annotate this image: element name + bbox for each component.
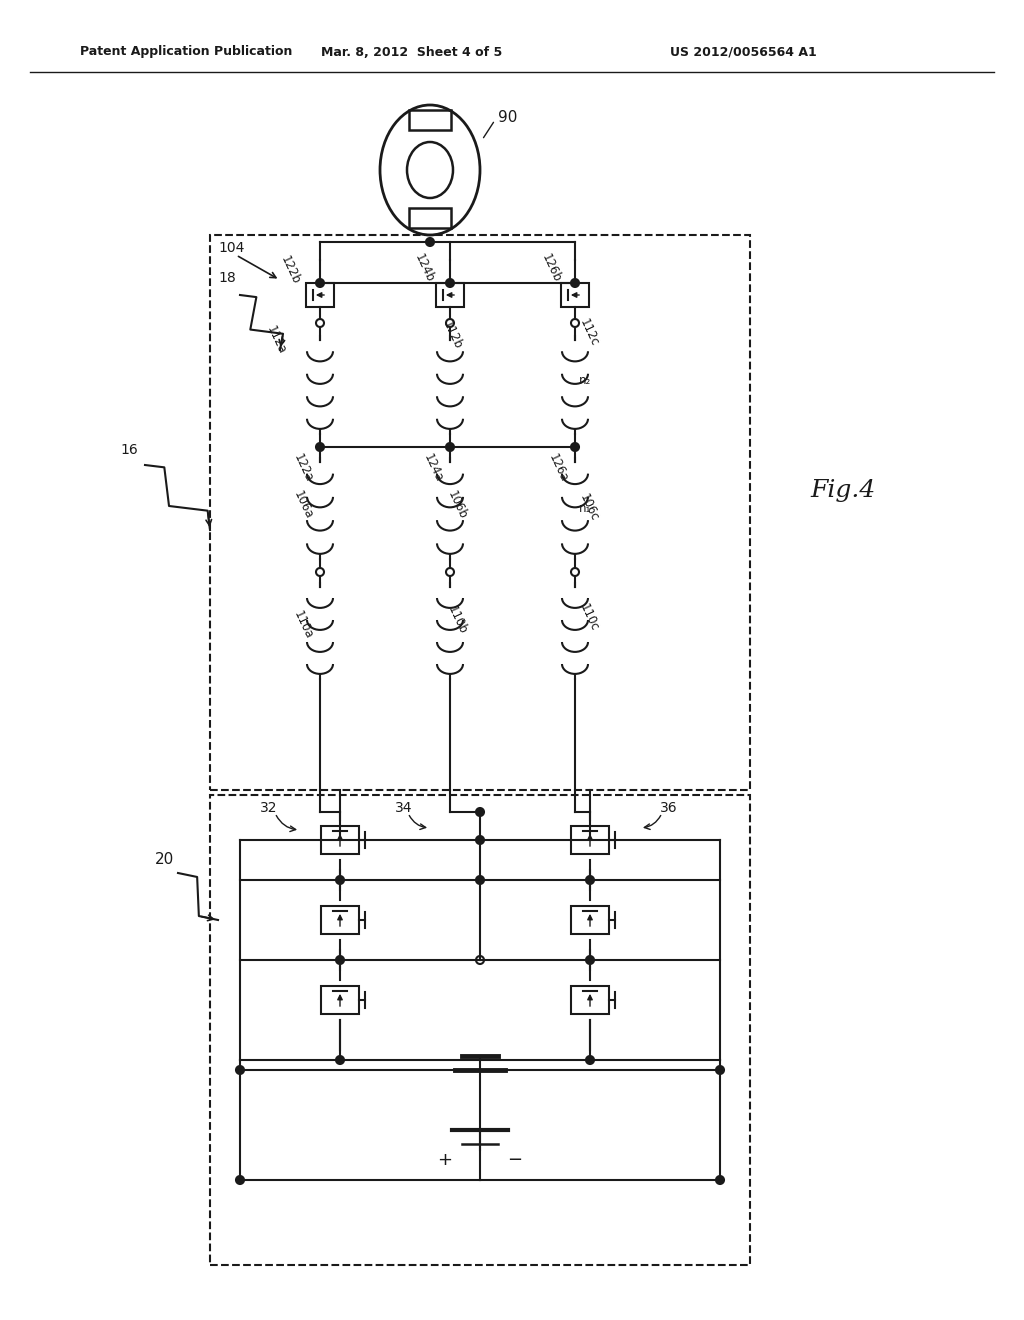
Text: 110c: 110c [577, 602, 601, 634]
Bar [571, 906, 609, 935]
Text: 104: 104 [218, 242, 245, 255]
Text: 122b: 122b [278, 253, 302, 286]
Text: 16: 16 [120, 444, 138, 457]
Circle shape [586, 956, 594, 964]
Bar [210, 235, 750, 789]
Text: 124a: 124a [421, 451, 445, 484]
Circle shape [586, 876, 594, 884]
Text: −: − [508, 1151, 522, 1170]
Text: Patent Application Publication: Patent Application Publication [80, 45, 293, 58]
Bar [409, 110, 451, 129]
Text: Fig.4: Fig.4 [810, 479, 876, 502]
Bar [409, 209, 451, 228]
Bar [321, 906, 359, 935]
Circle shape [476, 808, 484, 816]
Text: 32: 32 [260, 801, 278, 814]
Circle shape [336, 956, 344, 964]
Circle shape [236, 1176, 244, 1184]
Text: 112c: 112c [577, 317, 601, 348]
Text: 106a: 106a [291, 488, 315, 521]
Bar [561, 282, 589, 308]
Text: 112b: 112b [440, 318, 465, 351]
Bar [571, 986, 609, 1014]
Text: n₂: n₂ [579, 374, 591, 387]
Text: US 2012/0056564 A1: US 2012/0056564 A1 [670, 45, 817, 58]
Circle shape [316, 444, 324, 451]
Text: n₁: n₁ [579, 502, 592, 515]
Text: 20: 20 [155, 853, 174, 867]
Circle shape [236, 1067, 244, 1074]
Bar [321, 826, 359, 854]
Circle shape [571, 279, 579, 286]
Circle shape [446, 279, 454, 286]
Circle shape [426, 238, 434, 246]
Circle shape [716, 1176, 724, 1184]
Bar [306, 282, 334, 308]
Circle shape [316, 279, 324, 286]
Bar [321, 986, 359, 1014]
Bar [571, 826, 609, 854]
Text: 112a: 112a [263, 323, 288, 356]
Text: 106c: 106c [577, 492, 601, 524]
Text: 110b: 110b [445, 603, 469, 636]
Circle shape [586, 1056, 594, 1064]
Text: 122a: 122a [291, 451, 315, 484]
Circle shape [446, 444, 454, 451]
Bar [210, 795, 750, 1265]
Circle shape [476, 836, 484, 843]
Text: Mar. 8, 2012  Sheet 4 of 5: Mar. 8, 2012 Sheet 4 of 5 [322, 45, 503, 58]
Text: 36: 36 [660, 801, 678, 814]
Text: 18: 18 [218, 271, 236, 285]
Text: +: + [437, 1151, 453, 1170]
Circle shape [336, 876, 344, 884]
Circle shape [336, 1056, 344, 1064]
Circle shape [716, 1067, 724, 1074]
Circle shape [476, 876, 484, 884]
Text: 106b: 106b [445, 488, 469, 521]
Bar [436, 282, 464, 308]
Circle shape [571, 444, 579, 451]
Text: 34: 34 [395, 801, 413, 814]
Text: 124b: 124b [412, 252, 436, 284]
Text: 126b: 126b [539, 252, 563, 284]
Text: 126a: 126a [546, 451, 570, 484]
Text: 90: 90 [498, 111, 517, 125]
Text: 110a: 110a [291, 609, 315, 642]
